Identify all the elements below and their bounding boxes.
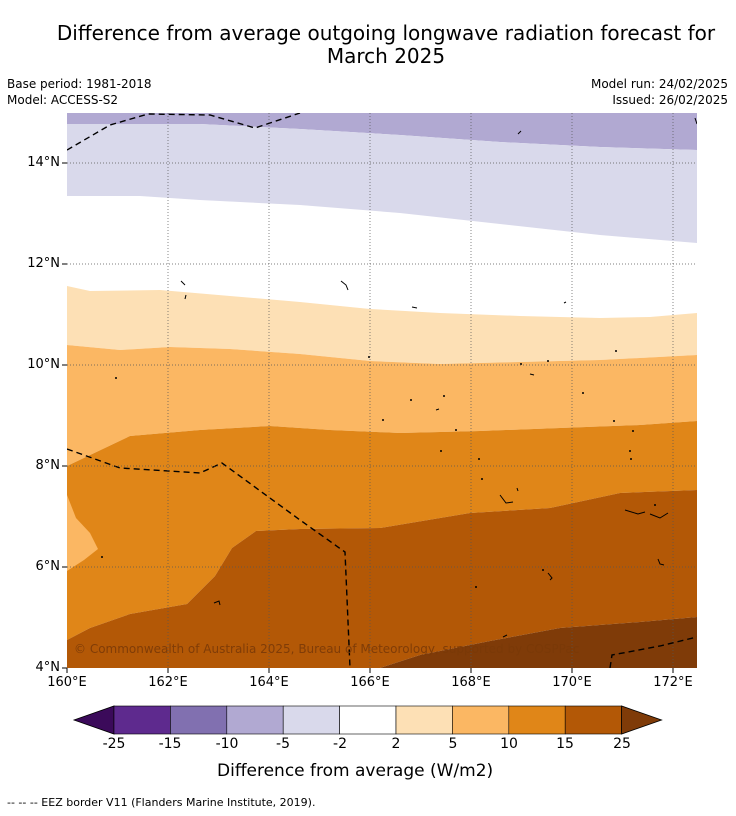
band-neg10-neg5 [67,113,697,150]
gridlines [67,113,697,668]
y-tick-label: 14°N [27,155,60,170]
x-tick-label: 172°E [653,675,693,690]
chart-title: Difference from average outgoing longwav… [0,22,736,68]
band-5-10 [67,345,697,466]
y-tick-label: 12°N [27,256,60,271]
eez-legend-note: -- -- -- EEZ border V11 (Flanders Marine… [7,796,316,809]
eez-border [67,113,697,668]
band-gt25 [380,617,697,668]
colorbar-label: 2 [391,736,401,752]
colorbar-label: -15 [158,736,182,752]
band-2-5 [67,286,697,364]
title-line-1: Difference from average outgoing longwav… [56,21,716,45]
band-neg5-neg2 [67,124,697,243]
colorbar [72,705,663,735]
copyright-notice: © Commonwealth of Australia 2025, Bureau… [74,642,579,656]
y-tick-label: 4°N [35,660,61,675]
x-tick-label: 162°E [148,675,188,690]
colorbar-segment [395,705,453,735]
colorbar-label: 10 [500,736,518,752]
band-15-25 [67,490,697,668]
colorbar-segment [508,705,566,735]
colorbar-label: -25 [102,736,126,752]
x-tick-label: 170°E [552,675,592,690]
meta-right: Model run: 24/02/2025 Issued: 26/02/2025 [591,76,728,108]
model-name: Model: ACCESS-S2 [7,93,119,107]
islets [101,350,656,588]
colorbar-segment [339,705,397,735]
axis-ticks [62,162,674,673]
model-run: Model run: 24/02/2025 [590,77,728,91]
colorbar-segment [113,705,171,735]
contour-layer [67,113,697,668]
x-tick-label: 166°E [350,675,390,690]
colorbar-extend-high [621,705,663,735]
islands [180,117,697,638]
colorbar-label: -5 [276,736,290,752]
colorbar-segment [170,705,228,735]
x-tick-label: 168°E [451,675,491,690]
colorbar-extend-low [72,705,115,735]
base-period: Base period: 1981-2018 [7,77,152,91]
colorbar-segment [452,705,510,735]
colorbar-label: 5 [448,736,458,752]
colorbar-label: 25 [613,736,631,752]
colorbar-label: -10 [215,736,239,752]
x-tick-label: 160°E [47,675,87,690]
colorbar-label: -2 [333,736,347,752]
colorbar-segment [564,705,622,735]
band-5-10-pocket [67,495,98,571]
x-tick-label: 164°E [249,675,289,690]
colorbar-label: 15 [556,736,574,752]
y-tick-label: 6°N [35,559,61,574]
band-10-15 [67,421,697,640]
colorbar-segment [226,705,284,735]
y-tick-label: 10°N [27,357,60,372]
meta-left: Base period: 1981-2018 Model: ACCESS-S2 [7,76,152,108]
issued-date: Issued: 26/02/2025 [612,93,728,107]
title-line-2: March 2025 [326,44,446,68]
colorbar-title: Difference from average (W/m2) [217,761,494,781]
y-tick-label: 8°N [35,458,61,473]
colorbar-segment [282,705,340,735]
